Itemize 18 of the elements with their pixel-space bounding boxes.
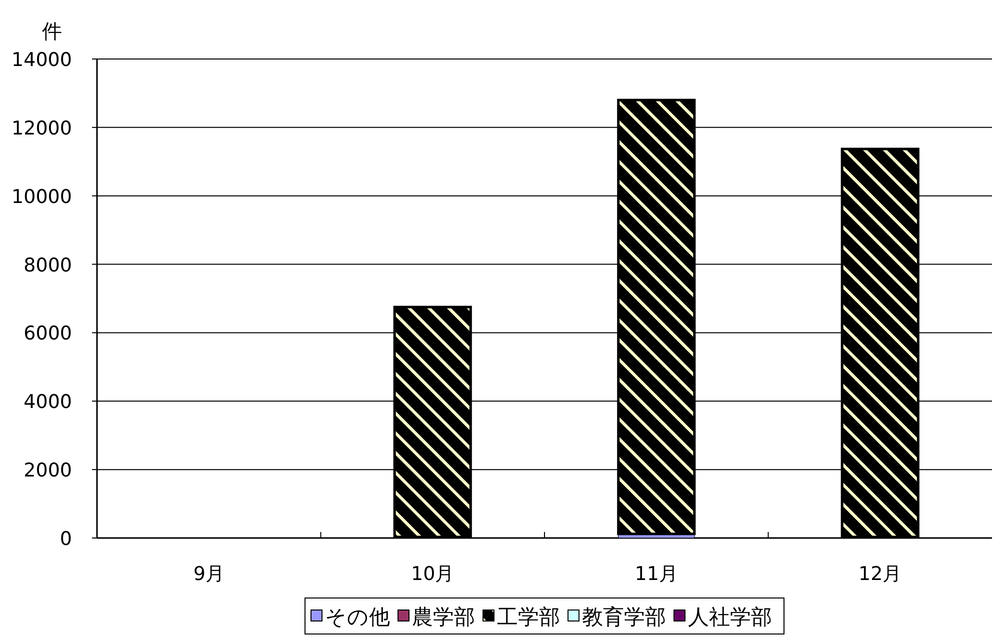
x-tick-label: 12月	[858, 563, 902, 585]
x-tick-label: 10月	[411, 563, 454, 585]
x-tick-label: 9月	[193, 563, 224, 585]
y-tick-label: 0	[60, 528, 72, 550]
legend-label: 教育学部	[582, 605, 666, 629]
y-tick-label: 14000	[12, 49, 72, 71]
legend-label: 工学部	[497, 605, 560, 629]
legend-label: 人社学部	[688, 605, 772, 629]
legend-label: その他	[325, 605, 390, 629]
y-tick-label: 10000	[12, 186, 72, 208]
x-tick-label: 11月	[634, 563, 678, 585]
y-tick-label: 8000	[24, 254, 72, 276]
y-tick-label: 4000	[24, 391, 72, 414]
y-tick-label: 6000	[24, 322, 72, 345]
y-tick-label: 2000	[24, 460, 72, 482]
y-tick-label: 12000	[12, 117, 72, 140]
y-axis-title: 件	[42, 19, 62, 43]
legend-label: 農学部	[412, 605, 475, 629]
